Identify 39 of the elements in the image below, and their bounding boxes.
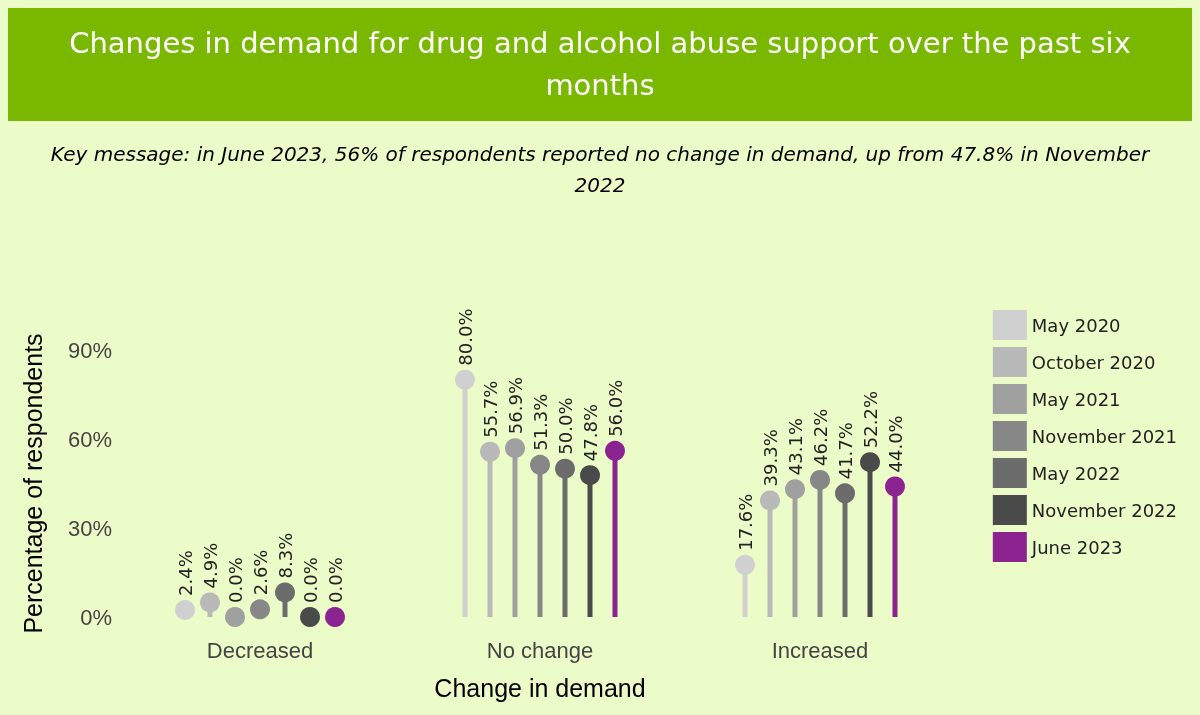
data-label: 4.9% bbox=[199, 542, 221, 589]
data-label: 43.1% bbox=[784, 417, 806, 476]
data-label: 55.7% bbox=[479, 380, 501, 438]
x-tick-label: Increased bbox=[771, 637, 869, 663]
x-tick-label: No change bbox=[486, 637, 594, 663]
x-axis-title: Change in demand bbox=[434, 673, 646, 702]
y-tick-label: 30% bbox=[67, 515, 112, 541]
data-label: 39.3% bbox=[759, 429, 781, 487]
data-label: 0.0% bbox=[224, 557, 246, 603]
legend-label: May 2021 bbox=[1031, 388, 1121, 410]
y-tick-label: 0% bbox=[80, 604, 112, 630]
data-label: 52.2% bbox=[859, 390, 881, 449]
data-label: 56.0% bbox=[604, 379, 626, 437]
data-label: 17.6% bbox=[734, 493, 756, 551]
chart-subtitle: Key message: in June 2023, 56% of respondents reported no change in demand, up from 47.8% in November 2022 bbox=[49, 141, 1152, 199]
x-tick-label: Decreased bbox=[206, 637, 314, 663]
data-label: 51.3% bbox=[529, 393, 551, 451]
chart-title: Changes in demand for drug and alcohol abuse support over the past six months bbox=[8, 8, 1192, 121]
data-label: 44.0% bbox=[884, 415, 906, 473]
data-label: 8.3% bbox=[274, 532, 296, 579]
data-label: 2.4% bbox=[174, 550, 196, 596]
data-label: 0.0% bbox=[324, 557, 346, 603]
legend-label: November 2022 bbox=[1031, 499, 1177, 521]
data-label: 56.9% bbox=[504, 377, 526, 435]
legend-label: October 2020 bbox=[1031, 351, 1156, 373]
y-tick-label: 60% bbox=[67, 426, 112, 452]
data-label: 41.7% bbox=[834, 422, 856, 480]
y-axis-title: Percentage of respondents bbox=[18, 333, 47, 634]
legend-label: May 2020 bbox=[1031, 314, 1121, 336]
data-label: 46.2% bbox=[809, 408, 831, 466]
data-label: 2.6% bbox=[249, 549, 271, 596]
legend-label: November 2021 bbox=[1031, 425, 1177, 447]
y-tick-label: 90% bbox=[67, 337, 112, 363]
data-label: 80.0% bbox=[454, 308, 476, 366]
data-label: 0.0% bbox=[299, 557, 321, 603]
legend-label: June 2023 bbox=[1030, 536, 1123, 558]
data-label: 50.0% bbox=[554, 397, 576, 455]
data-label: 47.8% bbox=[579, 404, 601, 462]
legend-label: May 2022 bbox=[1031, 462, 1121, 484]
